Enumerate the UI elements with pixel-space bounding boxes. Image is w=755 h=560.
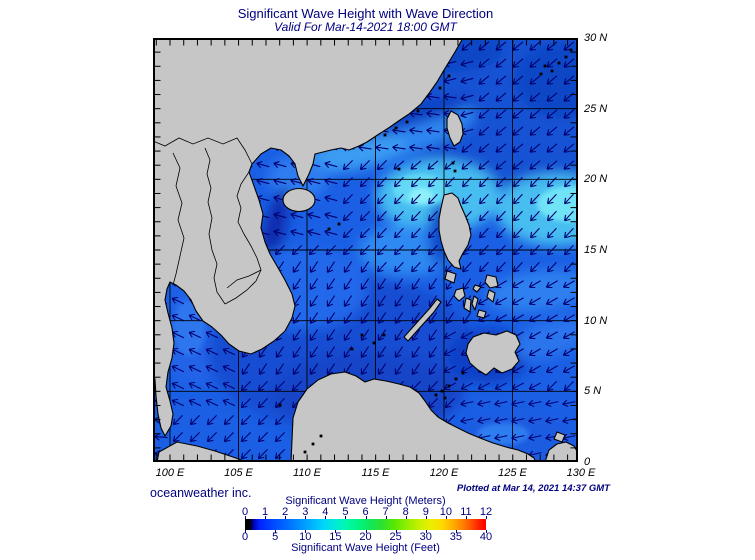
- meters-tick: 9: [422, 506, 429, 518]
- meters-tickmark: [325, 516, 327, 519]
- lon-label: 110 E: [293, 467, 321, 479]
- lat-label: 15 N: [584, 244, 608, 256]
- lon-label: 115 E: [361, 467, 390, 479]
- meters-tick: 0: [241, 506, 249, 518]
- meters-scale-label: Significant Wave Height (Meters): [285, 495, 446, 507]
- meters-tickmark: [425, 516, 427, 519]
- meters-tickmark: [465, 516, 467, 519]
- meters-tick: 8: [402, 506, 409, 518]
- lon-label: 120 E: [429, 467, 459, 479]
- lon-label: 125 E: [498, 467, 527, 479]
- feet-tick: 35: [449, 531, 462, 543]
- feet-tickmark: [275, 530, 277, 533]
- feet-tick: 10: [299, 531, 312, 543]
- feet-tick: 0: [241, 531, 249, 543]
- meters-tickmark: [245, 516, 246, 519]
- meters-tick: 12: [479, 506, 493, 518]
- feet-tickmark: [425, 530, 427, 533]
- feet-tick: 40: [479, 531, 493, 543]
- meters-tick: 5: [342, 506, 349, 518]
- meters-tickmark: [285, 516, 287, 519]
- feet-tick: 30: [419, 531, 432, 543]
- feet-tickmark: [365, 530, 367, 533]
- meters-tickmark: [365, 516, 367, 519]
- meters-tickmark: [405, 516, 407, 519]
- meters-tickmark: [345, 516, 347, 519]
- meters-tick: 2: [282, 506, 289, 518]
- country-borders: [153, 137, 262, 305]
- meters-tickmark: [305, 516, 307, 519]
- feet-tickmark: [245, 530, 246, 533]
- lat-label: 5 N: [584, 385, 602, 398]
- meters-tickmark: [385, 516, 387, 519]
- feet-tick: 25: [389, 531, 402, 543]
- feet-tickmark: [486, 530, 487, 533]
- lat-label: 25 N: [584, 102, 608, 115]
- page-title: Significant Wave Height with Wave Direct…: [237, 6, 494, 21]
- meters-tickmark: [265, 516, 267, 519]
- feet-tick: 15: [329, 531, 342, 543]
- feet-tick: 5: [272, 531, 279, 543]
- meters-tick: 7: [382, 506, 389, 518]
- axis-tick-marks: [155, 40, 576, 460]
- feet-tickmark: [305, 530, 307, 533]
- oceanweather-branding: oceanweather inc.: [150, 486, 252, 500]
- meters-tick: 11: [460, 506, 472, 518]
- feet-tickmark: [335, 530, 337, 533]
- meters-tickmark: [486, 516, 487, 519]
- meters-tick: 3: [302, 506, 309, 518]
- meters-tickmark: [445, 516, 447, 519]
- lon-label: 105 E: [224, 467, 253, 479]
- feet-tickmark: [395, 530, 397, 533]
- meters-tick: 1: [262, 506, 269, 518]
- feet-scale-label: Significant Wave Height (Feet): [291, 542, 440, 554]
- lat-label: 30 N: [584, 32, 608, 44]
- lat-label: 20 N: [584, 173, 608, 186]
- meters-tick: 4: [322, 506, 329, 518]
- wave-height-map: [153, 38, 578, 462]
- lat-label: 0: [584, 456, 591, 468]
- lon-label: 130 E: [566, 467, 596, 479]
- feet-tickmark: [455, 530, 457, 533]
- plotted-timestamp: Plotted at Mar 14, 2021 14:37 GMT: [456, 483, 610, 494]
- meters-tick: 10: [439, 506, 452, 518]
- lat-label: 10 N: [584, 314, 608, 327]
- wave-height-colorbar: [245, 519, 486, 530]
- map-frame: [153, 38, 578, 462]
- valid-time-subtitle: Valid For Mar-14-2021 18:00 GMT: [274, 20, 457, 34]
- lon-label: 100 E: [155, 467, 185, 479]
- feet-tick: 20: [359, 531, 372, 543]
- meters-tick: 6: [362, 506, 369, 518]
- landmasses: [153, 38, 578, 462]
- wave-height-peaks: [173, 174, 578, 445]
- small-islands: [278, 48, 573, 454]
